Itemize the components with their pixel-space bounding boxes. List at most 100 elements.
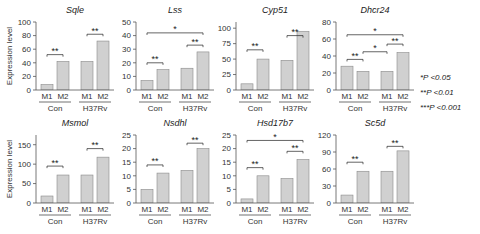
- bar: [241, 84, 253, 90]
- significance-label: **: [191, 135, 199, 145]
- bar: [397, 151, 409, 203]
- tick-label: 0: [327, 86, 332, 95]
- significance-label: **: [251, 41, 259, 51]
- bar: [81, 175, 93, 203]
- tick-label: 15: [222, 158, 231, 167]
- category-label: M1: [81, 205, 93, 214]
- bar: [341, 195, 353, 203]
- tick: [133, 22, 136, 23]
- bar: [197, 149, 209, 203]
- bar: [57, 175, 69, 203]
- bar: [181, 68, 193, 90]
- tick-label: 90: [322, 148, 331, 157]
- category-label: M2: [357, 92, 369, 101]
- tick-label: 20: [122, 59, 131, 68]
- x-axis: [236, 90, 314, 91]
- y-axis: [36, 22, 37, 90]
- significance-label: **: [191, 37, 199, 47]
- category-label: M1: [381, 205, 393, 214]
- tick-label: 60: [322, 35, 331, 44]
- tick: [133, 35, 136, 36]
- bar: [297, 159, 309, 203]
- title: Msmol: [62, 118, 89, 128]
- group-underline: [339, 215, 371, 216]
- category-label: M2: [57, 205, 69, 214]
- y-axis: [136, 22, 137, 90]
- tick: [33, 183, 36, 184]
- panel: Dhcr24020406080M1M2M1M2ConH37Rv******: [322, 5, 414, 113]
- tick: [133, 135, 136, 136]
- significance-label: **: [391, 138, 399, 148]
- tick-label: 50: [122, 18, 131, 27]
- y-axis: [236, 135, 237, 203]
- tick: [133, 76, 136, 77]
- tick-label: 0: [27, 86, 32, 95]
- category-label: M1: [41, 92, 53, 101]
- tick-label: 100: [218, 24, 232, 33]
- group-label: Con: [348, 217, 363, 226]
- axis-label: Expression level: [5, 27, 14, 85]
- category-label: M2: [397, 92, 409, 101]
- group-label: Con: [48, 104, 63, 113]
- category-label: M2: [197, 205, 209, 214]
- tick: [233, 175, 236, 176]
- tick: [333, 22, 336, 23]
- group-underline: [139, 215, 171, 216]
- title: Sqle: [66, 5, 84, 15]
- tick: [133, 90, 136, 91]
- tick-label: 30: [122, 45, 131, 54]
- category-label: M2: [297, 92, 309, 101]
- tick-label: 80: [22, 31, 31, 40]
- bar: [397, 53, 409, 90]
- bars: [241, 31, 309, 90]
- significance-label: **: [391, 36, 399, 46]
- tick-label: 25: [222, 131, 231, 140]
- significance-label: **: [291, 143, 299, 153]
- tick: [33, 22, 36, 23]
- tick-label: 0: [327, 199, 332, 208]
- significance-label: **: [351, 51, 359, 61]
- group-underline: [39, 102, 71, 103]
- category-label: M1: [381, 92, 393, 101]
- tick: [233, 74, 236, 75]
- bar: [41, 85, 53, 90]
- group-underline: [379, 215, 411, 216]
- tick-label: 5: [227, 185, 232, 194]
- group-underline: [179, 215, 211, 216]
- tick-label: 0: [227, 199, 232, 208]
- tick: [133, 62, 136, 63]
- tick-label: 40: [322, 52, 331, 61]
- significance-label: **: [91, 140, 99, 150]
- tick: [33, 144, 36, 145]
- tick-label: 15: [122, 158, 131, 167]
- panel: Cyp510255075100M1M2M1M2ConH37Rv****: [218, 5, 314, 113]
- bars: [41, 41, 109, 90]
- significance-label: **: [91, 26, 99, 36]
- significance-label: **: [151, 54, 159, 64]
- bar: [257, 176, 269, 203]
- bar: [97, 157, 109, 203]
- category-label: M2: [357, 205, 369, 214]
- x-axis: [236, 203, 314, 204]
- tick-label: 20: [22, 72, 31, 81]
- category-label: M2: [57, 92, 69, 101]
- bar: [97, 41, 109, 90]
- tick-label: 5: [127, 185, 132, 194]
- tick-label: 0: [127, 199, 132, 208]
- tick: [333, 169, 336, 170]
- tick-label: 80: [322, 18, 331, 27]
- y-axis: [336, 22, 337, 90]
- bar: [81, 61, 93, 90]
- significance-label: **: [151, 156, 159, 166]
- category-label: M1: [341, 205, 353, 214]
- significance-label: **: [251, 159, 259, 169]
- significance-label: **: [351, 154, 359, 164]
- panel: Hsd17b70510152025M1M2M1M2ConH37Rv*****: [222, 118, 314, 226]
- group-underline: [39, 215, 71, 216]
- bars: [41, 157, 109, 203]
- y-axis: [36, 135, 37, 203]
- group-underline: [139, 102, 171, 103]
- tick: [333, 39, 336, 40]
- bar: [357, 171, 369, 203]
- bar: [281, 179, 293, 203]
